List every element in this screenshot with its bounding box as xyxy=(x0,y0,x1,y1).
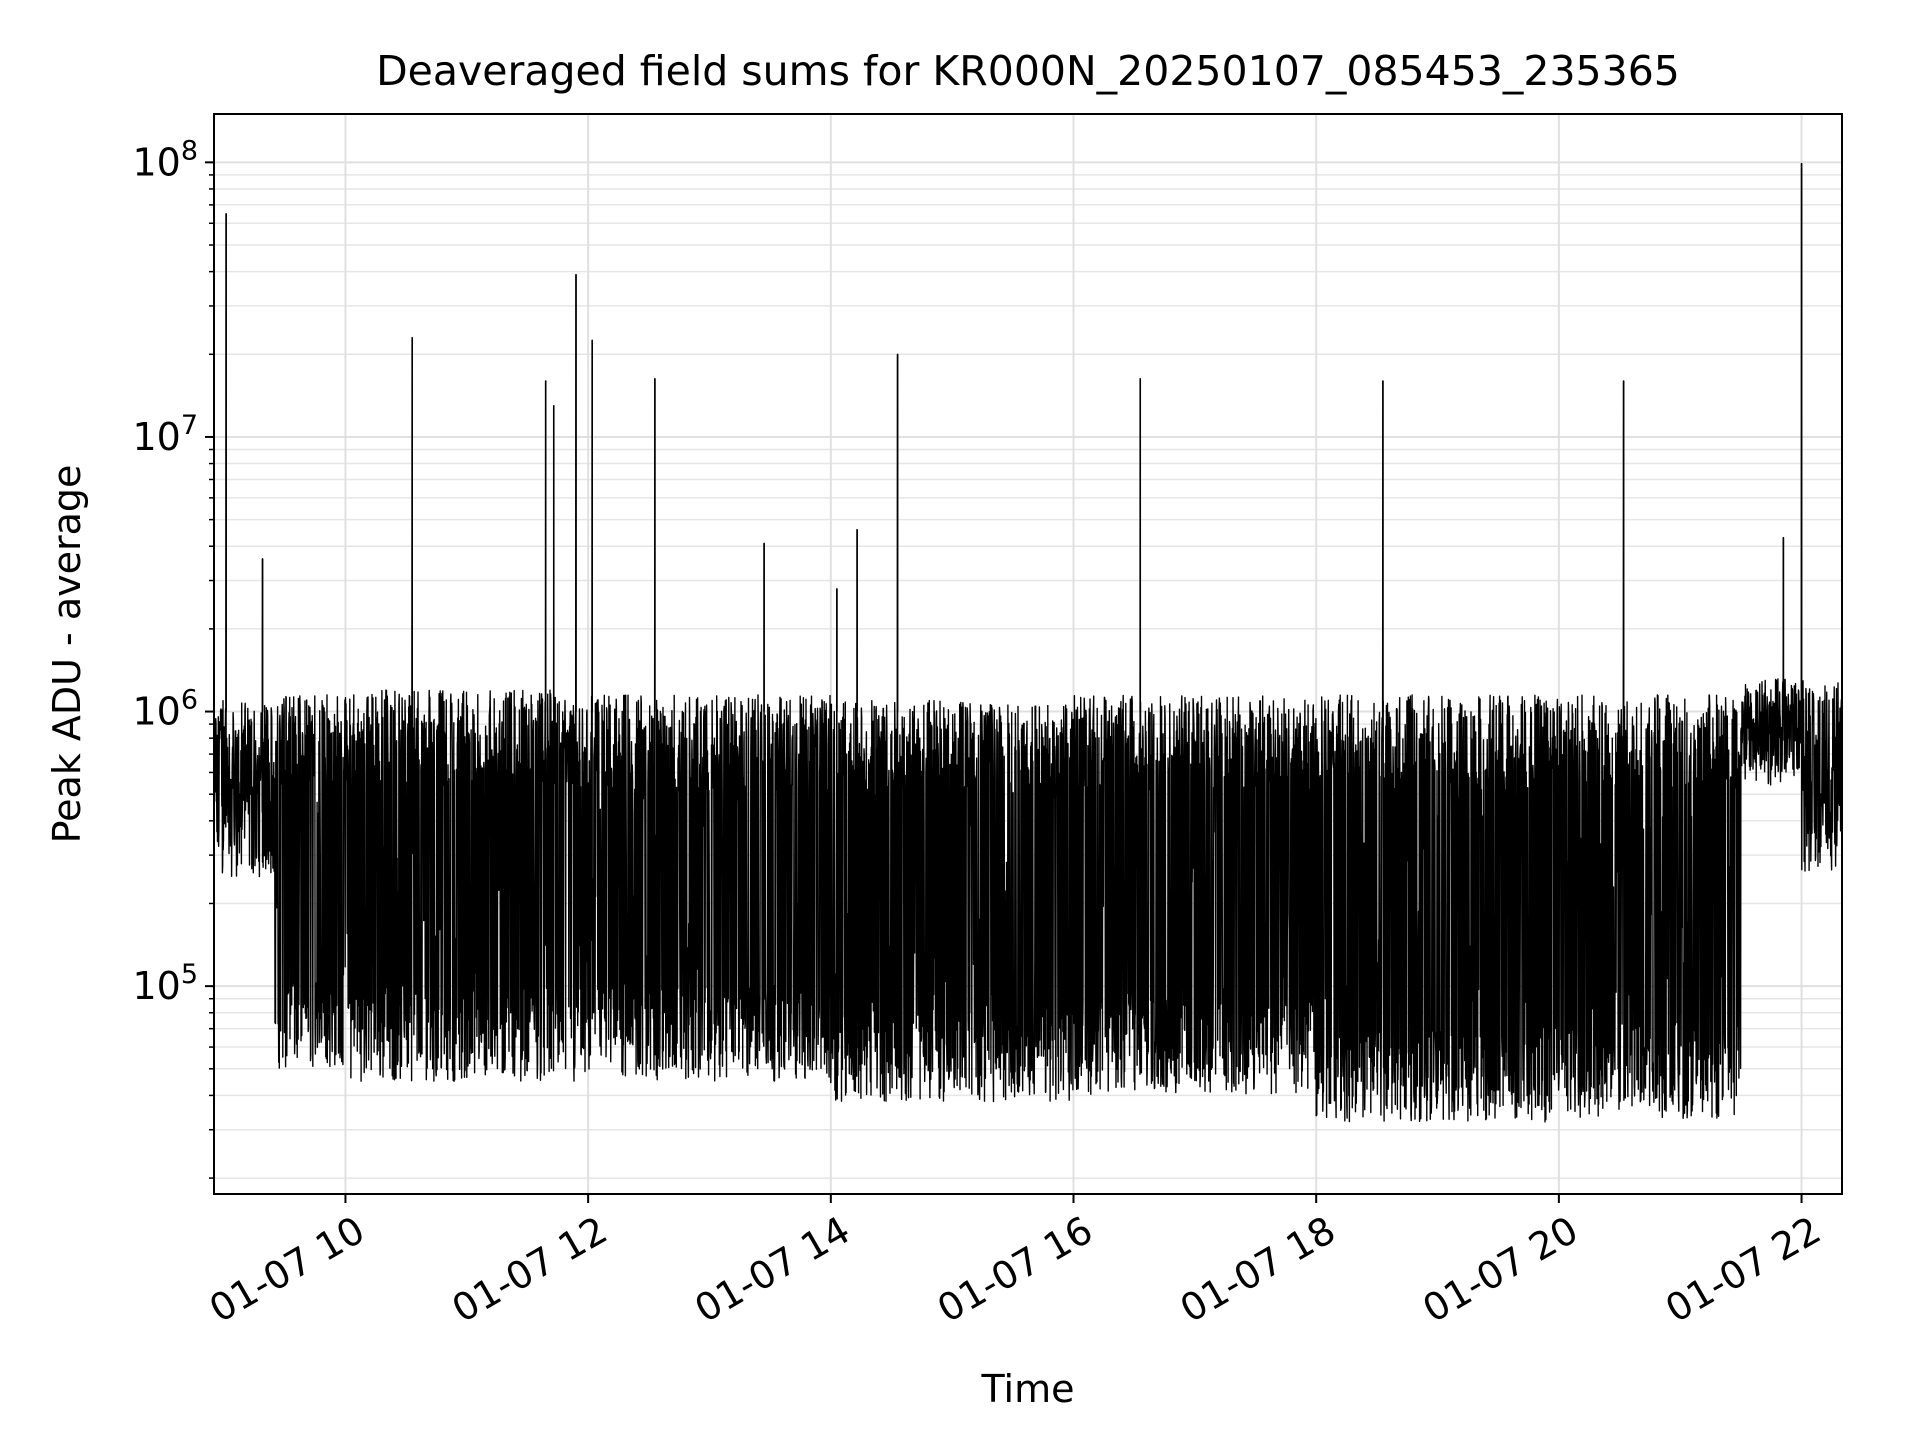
y-tick-label: 106 xyxy=(132,685,198,734)
plot-area xyxy=(214,162,1842,1123)
y-axis-ticks: 105 106 107 108 xyxy=(132,135,214,1179)
x-tick-label: 01-07 20 xyxy=(1415,1208,1585,1332)
y-tick-label: 107 xyxy=(132,410,198,459)
x-axis-ticks: 01-07 10 01-07 12 01-07 14 01-07 16 01-07 18… xyxy=(202,1194,1828,1331)
x-axis-label: Time xyxy=(981,1367,1075,1411)
y-tick-label: 105 xyxy=(132,959,198,1008)
series-line xyxy=(214,162,1842,1123)
chart-title: Deaveraged field sums for KR000N_2025010… xyxy=(376,47,1680,95)
y-axis-label: Peak ADU - average xyxy=(45,465,89,844)
x-tick-label: 01-07 14 xyxy=(687,1208,857,1332)
x-tick-label: 01-07 18 xyxy=(1173,1208,1343,1332)
x-tick-label: 01-07 12 xyxy=(445,1208,615,1332)
plot-frame xyxy=(213,113,1843,1195)
x-tick-label: 01-07 16 xyxy=(930,1208,1100,1332)
y-tick-label: 108 xyxy=(132,135,198,184)
x-tick-label: 01-07 10 xyxy=(202,1208,372,1332)
series-layer xyxy=(214,162,1842,1123)
x-tick-label: 01-07 22 xyxy=(1658,1208,1828,1332)
